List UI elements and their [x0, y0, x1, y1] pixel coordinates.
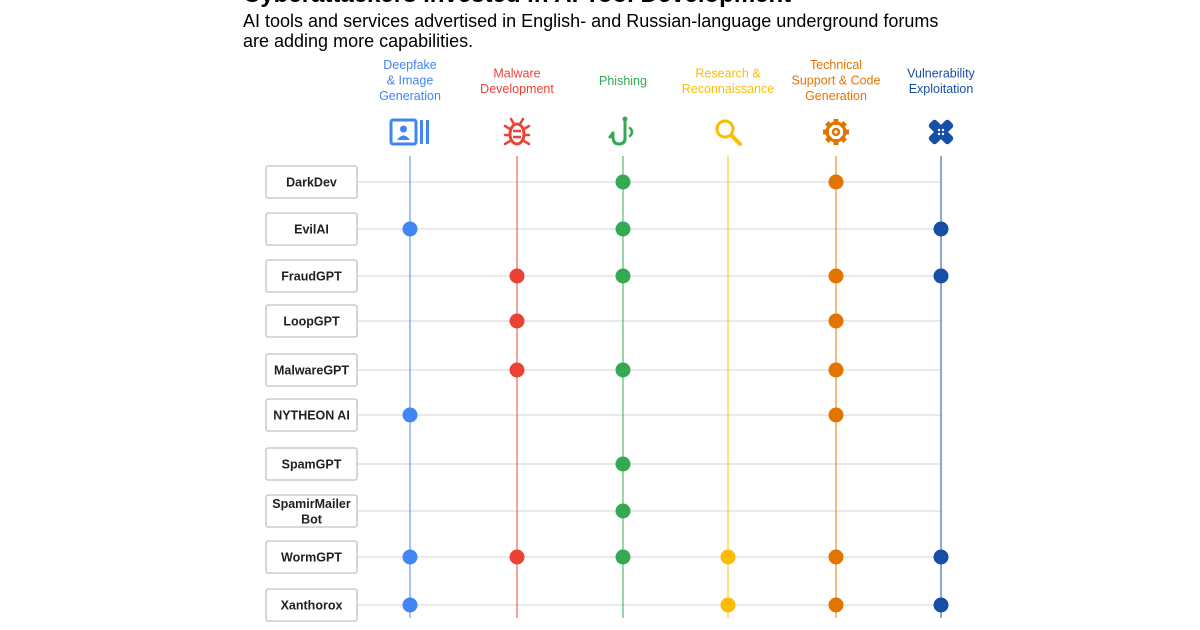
column-header-research: Research & Reconnaissance: [682, 67, 774, 97]
tool-label: DarkDev: [286, 176, 337, 190]
bug-icon: [503, 117, 531, 146]
tool-label: SpamirMailer Bot: [272, 497, 351, 527]
capability-dot-support: [828, 407, 844, 423]
capability-dot-deepfake: [402, 407, 418, 423]
tool-label-box: [265, 447, 358, 481]
column-header-line: Research &: [695, 67, 761, 81]
tool-label-box: [265, 540, 358, 574]
column-header-line: & Image: [387, 74, 434, 88]
tool-label: WormGPT: [281, 551, 342, 565]
capability-dot-support: [828, 174, 844, 190]
capability-dot-phishing: [615, 456, 631, 472]
column-header-line: Deepfake: [383, 58, 437, 72]
tool-label-line: Bot: [301, 512, 323, 526]
column-header-line: Vulnerability: [907, 67, 975, 81]
capability-dot-malware: [509, 549, 525, 565]
fishhook-icon: [608, 116, 634, 146]
tool-label-box: [265, 398, 358, 432]
tool-row: Xanthorox: [265, 588, 949, 622]
capability-dot-phishing: [615, 268, 631, 284]
tool-label: Xanthorox: [281, 599, 343, 613]
capability-dot-phishing: [615, 362, 631, 378]
tool-row: NYTHEON AI: [265, 398, 844, 432]
tool-label-box: [265, 494, 358, 528]
column-header-support: Technical Support & Code Generation: [792, 58, 881, 103]
capability-dot-deepfake: [402, 549, 418, 565]
capability-dot-support: [828, 362, 844, 378]
column-header-deepfake: Deepfake & Image Generation: [379, 58, 441, 103]
column-header-phishing: Phishing: [599, 74, 647, 88]
capability-dot-vuln: [933, 221, 949, 237]
capability-dot-phishing: [615, 174, 631, 190]
column-header-line: Malware: [493, 67, 540, 81]
tool-row: WormGPT: [265, 540, 949, 574]
tool-label-box: [265, 165, 358, 199]
tool-label: EvilAI: [294, 223, 329, 237]
tool-row: LoopGPT: [265, 304, 844, 338]
bandage-icon: [928, 119, 954, 145]
magnifier-icon: [715, 119, 742, 146]
tool-row: SpamirMailer Bot: [265, 494, 631, 528]
capability-dot-deepfake: [402, 221, 418, 237]
tool-row: SpamGPT: [265, 447, 631, 481]
column-header-line: Exploitation: [909, 82, 974, 96]
tool-label: MalwareGPT: [274, 364, 349, 378]
tool-label: LoopGPT: [283, 315, 340, 329]
capability-dot-support: [828, 313, 844, 329]
capability-dot-vuln: [933, 549, 949, 565]
tool-row: FraudGPT: [265, 259, 949, 293]
tool-label-line: SpamirMailer: [272, 497, 351, 511]
capability-dot-vuln: [933, 268, 949, 284]
tool-label-box: [265, 588, 358, 622]
column-header-line: Generation: [379, 89, 441, 103]
tool-label-box: [265, 304, 358, 338]
column-header-line: Development: [480, 82, 554, 96]
column-header-malware: Malware Development: [480, 67, 554, 97]
capability-dot-malware: [509, 268, 525, 284]
capability-dot-phishing: [615, 503, 631, 519]
tool-label-line: WormGPT: [281, 551, 342, 565]
capability-dot-support: [828, 597, 844, 613]
capability-dot-support: [828, 268, 844, 284]
capability-dot-malware: [509, 362, 525, 378]
tool-row: DarkDev: [265, 165, 844, 199]
id-card-icon: [389, 118, 429, 146]
tool-label-line: FraudGPT: [281, 270, 342, 284]
column-header-line: Reconnaissance: [682, 82, 774, 96]
tool-label-line: MalwareGPT: [274, 364, 349, 378]
capability-dot-deepfake: [402, 597, 418, 613]
column-header-vuln: Vulnerability Exploitation: [907, 67, 975, 97]
page-title: Cyberattackers Invested in AI Tool Devel…: [243, 0, 1143, 8]
capability-dot-research: [720, 549, 736, 565]
tool-row: EvilAI: [265, 212, 949, 246]
capability-dot-research: [720, 597, 736, 613]
page-subtitle: AI tools and services advertised in Engl…: [243, 11, 939, 51]
tool-label: FraudGPT: [281, 270, 342, 284]
tool-label-line: SpamGPT: [282, 458, 342, 472]
tool-label-box: [265, 259, 358, 293]
tool-label-box: [265, 212, 358, 246]
column-header-line: Phishing: [599, 74, 647, 88]
capability-dot-vuln: [933, 597, 949, 613]
tool-label-line: NYTHEON AI: [273, 409, 350, 423]
column-header-line: Technical: [810, 58, 862, 72]
tool-label-line: LoopGPT: [283, 315, 340, 329]
tool-row: MalwareGPT: [265, 353, 844, 387]
column-header-line: Generation: [805, 89, 867, 103]
tool-label-line: Xanthorox: [281, 599, 343, 613]
capability-dot-support: [828, 549, 844, 565]
gear-icon: [823, 119, 849, 145]
capability-dot-malware: [509, 313, 525, 329]
tool-label: SpamGPT: [282, 458, 342, 472]
tool-label: NYTHEON AI: [273, 409, 350, 423]
column-header-line: Support & Code: [792, 74, 881, 88]
tool-label-line: EvilAI: [294, 223, 329, 237]
tool-label-line: DarkDev: [286, 176, 337, 190]
capability-dot-phishing: [615, 549, 631, 565]
tool-label-box: [265, 353, 358, 387]
capability-dot-phishing: [615, 221, 631, 237]
